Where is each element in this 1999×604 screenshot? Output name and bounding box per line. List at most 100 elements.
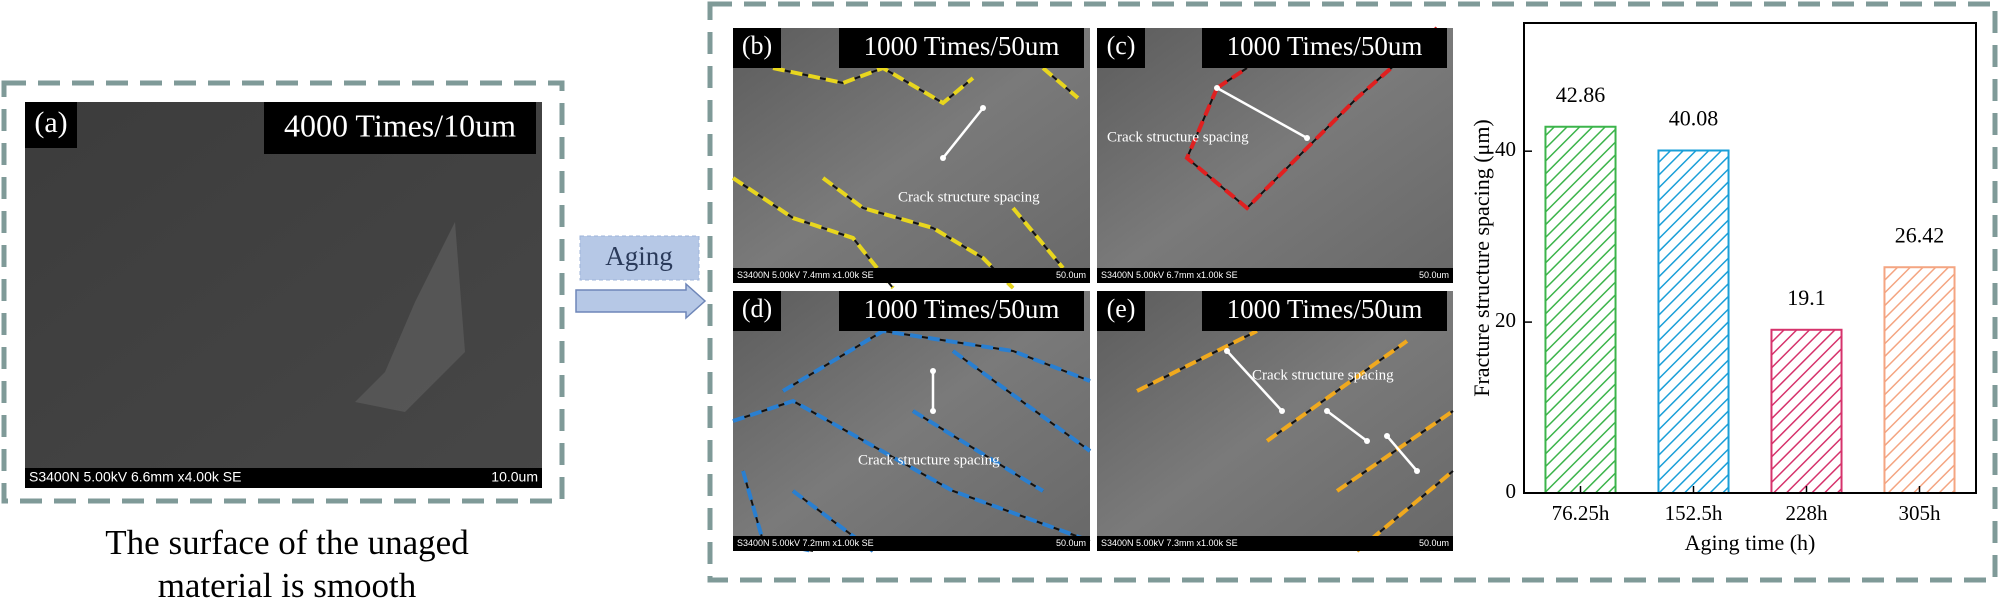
crack-dash — [1335, 409, 1455, 493]
panel-label-box — [25, 102, 77, 148]
sem-image — [25, 102, 542, 488]
bar — [1544, 125, 1617, 494]
scale-text: 1000 Times/50um — [1227, 294, 1423, 324]
scale-text: 1000 Times/50um — [1227, 31, 1423, 61]
bar — [1657, 149, 1730, 495]
x-tick-label: 228h — [1786, 501, 1829, 525]
info-text: S3400N 5.00kV 6.6mm x4.00k SE — [29, 469, 241, 485]
crack-dash — [1215, 66, 1249, 90]
crack-outline — [732, 398, 1091, 543]
scalebar-text: 10.0um — [491, 469, 538, 485]
x-axis-title: Aging time (h) — [1685, 530, 1816, 555]
panel-label-box — [733, 28, 781, 68]
info-text: S3400N 5.00kV 7.3mm x1.00k SE — [1101, 538, 1238, 548]
crack-dash — [1265, 339, 1409, 443]
crack-outline — [1184, 26, 1439, 211]
arrow-head — [930, 368, 936, 374]
panel-label: (b) — [742, 31, 772, 60]
crack-dash — [1184, 26, 1439, 211]
value-label: 26.42 — [1895, 222, 1945, 247]
crack-outline — [781, 328, 1091, 393]
y-tick-label: 40 — [1495, 137, 1516, 161]
scale-text: 1000 Times/50um — [864, 31, 1060, 61]
caption: The surface of the unaged — [105, 523, 469, 562]
value-label: 42.86 — [1556, 82, 1606, 107]
scale-text: 4000 Times/10um — [284, 107, 516, 143]
crack-dash — [1041, 66, 1080, 100]
info-bar — [1097, 536, 1453, 551]
spacing-arrow — [1216, 86, 1308, 140]
crack-outline — [1011, 206, 1065, 270]
arrow-label-box — [579, 235, 700, 281]
scalebar-text: 50.0um — [1419, 538, 1449, 548]
aging-arrow — [575, 282, 707, 320]
crack-dash — [1011, 206, 1065, 270]
arrow-head — [980, 105, 986, 111]
scale-box — [1202, 291, 1447, 331]
spacing-arrow — [942, 107, 984, 159]
crack-outline — [1041, 66, 1080, 100]
arrow-label: Aging — [605, 241, 673, 271]
annotation: Crack structure spacing — [1107, 129, 1249, 145]
crack-outline — [1335, 409, 1455, 493]
scalebar-text: 50.0um — [1056, 538, 1086, 548]
y-tick-label: 20 — [1495, 308, 1516, 332]
arrow-head — [1324, 408, 1330, 414]
value-label: 40.08 — [1669, 106, 1719, 131]
x-tick-label: 152.5h — [1665, 501, 1723, 525]
panel-label-box — [1097, 291, 1145, 331]
arrow-head — [1279, 408, 1285, 414]
annotation: Crack structure spacing — [898, 189, 1040, 205]
caption: material is smooth — [158, 566, 417, 604]
crack-outline — [1215, 66, 1249, 90]
scale-box — [1202, 28, 1447, 68]
crack-outline — [1265, 339, 1409, 443]
crack-outline — [911, 409, 1045, 493]
arrow-head — [1414, 468, 1420, 474]
crack-outline — [951, 349, 1092, 453]
arrow-head — [1224, 348, 1230, 354]
info-bar — [733, 536, 1090, 551]
bar — [1770, 328, 1843, 495]
crack-dash — [732, 398, 1091, 543]
annotation: Crack structure spacing — [858, 452, 1000, 468]
arrow-head — [930, 408, 936, 414]
panel-label: (c) — [1107, 31, 1136, 60]
crack-dash — [1136, 329, 1258, 393]
y-axis-title: Fracture structure spacing (μm) — [1469, 119, 1494, 397]
arrow-head — [940, 155, 946, 161]
panel-label-box — [733, 291, 781, 331]
sem-image — [1097, 28, 1453, 283]
scalebar-text: 50.0um — [1056, 270, 1086, 280]
info-text: S3400N 5.00kV 7.2mm x1.00k SE — [737, 538, 874, 548]
annotation: Crack structure spacing — [1252, 367, 1394, 383]
info-text: S3400N 5.00kV 7.4mm x1.00k SE — [737, 270, 874, 280]
crack-dash — [911, 409, 1045, 493]
crack-dash — [731, 176, 895, 290]
scale-box — [839, 28, 1084, 68]
sem-feature — [355, 222, 465, 412]
scale-box — [264, 102, 536, 154]
left-frame — [1, 80, 565, 504]
arrow-head — [1364, 438, 1370, 444]
info-bar — [25, 468, 542, 488]
arrow-head — [1384, 433, 1390, 439]
panel-label-box — [1097, 28, 1145, 68]
panel-label: (a) — [34, 106, 67, 139]
spacing-arrow — [1326, 410, 1368, 442]
right-frame — [707, 1, 1998, 583]
x-tick-label: 305h — [1899, 501, 1942, 525]
plot-frame — [1523, 22, 1977, 494]
crack-dash — [781, 328, 1091, 393]
scalebar-text: 50.0um — [1419, 270, 1449, 280]
crack-outline — [731, 176, 895, 290]
info-bar — [1097, 268, 1453, 283]
panel-label: (d) — [742, 294, 772, 323]
bar — [1883, 266, 1956, 494]
crack-outline — [1136, 329, 1258, 393]
sem-image — [1097, 291, 1453, 551]
crack-dash — [951, 349, 1092, 453]
value-label: 19.1 — [1787, 285, 1826, 310]
panel-label: (e) — [1107, 294, 1136, 323]
